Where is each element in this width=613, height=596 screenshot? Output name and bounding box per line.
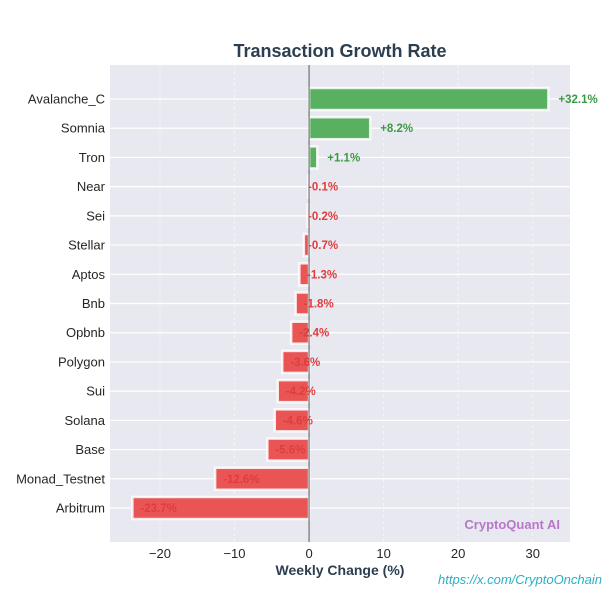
x-tick-label: −10 <box>223 546 245 561</box>
y-tick-label: Near <box>77 179 106 194</box>
x-tick-label: −20 <box>149 546 171 561</box>
data-label: -1.3% <box>307 269 337 281</box>
y-tick-label: Arbitrum <box>56 501 105 516</box>
x-tick-label: 0 <box>305 546 312 561</box>
data-label: -4.2% <box>286 386 316 398</box>
y-tick-label: Sui <box>86 384 105 399</box>
bar-somnia <box>307 115 372 141</box>
data-label: -0.1% <box>308 182 338 194</box>
data-label: -0.7% <box>308 240 338 252</box>
grid <box>110 65 570 542</box>
bar-avalanche-c <box>307 86 550 112</box>
data-label: -3.6% <box>290 357 320 369</box>
y-tick-label: Bnb <box>82 296 105 311</box>
y-tick-label: Stellar <box>68 238 106 253</box>
data-label: +1.1% <box>327 152 360 164</box>
y-tick-label: Opbnb <box>66 325 105 340</box>
data-label: -12.6% <box>223 474 259 486</box>
bars <box>131 86 550 521</box>
data-label: -5.6% <box>275 445 305 457</box>
watermark: CryptoQuant AI <box>464 517 560 532</box>
data-labels: +32.1% +8.2% +1.1% -0.1% -0.2% -0.7% -1.3% -1.8… <box>140 94 597 515</box>
data-label: -2.4% <box>299 328 329 340</box>
y-tick-label: Tron <box>79 150 105 165</box>
x-tick-label: 10 <box>376 546 390 561</box>
y-tick-label: Sei <box>86 208 105 223</box>
data-label: -0.2% <box>308 211 338 223</box>
y-tick-label: Polygon <box>58 354 105 369</box>
bar-tron <box>307 145 319 170</box>
data-label: +8.2% <box>380 123 413 135</box>
y-tick-label: Monad_Testnet <box>16 471 105 486</box>
chart-title: Transaction Growth Rate <box>233 41 446 61</box>
x-tick-labels: −20 −10 0 10 20 30 <box>149 546 540 561</box>
y-tick-label: Somnia <box>61 121 106 136</box>
x-tick-label: 20 <box>451 546 465 561</box>
y-tick-label: Base <box>75 442 105 457</box>
data-label: -1.8% <box>304 299 334 311</box>
data-label: -23.7% <box>140 503 176 515</box>
x-axis-label: Weekly Change (%) <box>276 562 405 578</box>
y-tick-label: Solana <box>65 413 106 428</box>
data-label: -4.6% <box>283 415 313 427</box>
source-link[interactable]: https://x.com/CryptoOnchain <box>438 572 602 587</box>
x-tick-label: 30 <box>525 546 539 561</box>
data-label: +32.1% <box>558 94 597 106</box>
y-tick-labels: Avalanche_C Somnia Tron Near Sei Stellar Aptos… <box>16 92 106 516</box>
y-tick-label: Avalanche_C <box>28 92 105 107</box>
y-tick-label: Aptos <box>72 267 106 282</box>
